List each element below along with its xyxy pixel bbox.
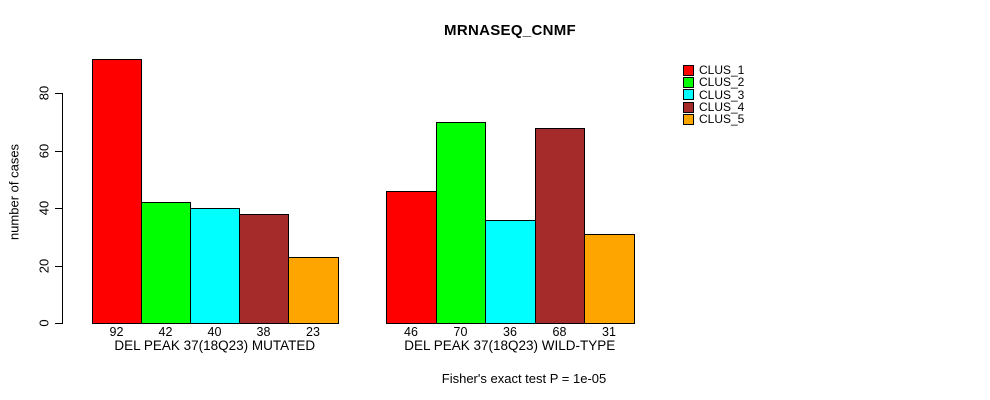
bar-value-label: 23 <box>306 325 320 339</box>
y-axis <box>62 93 63 324</box>
legend-item: CLUS_4 <box>683 101 744 113</box>
bar <box>141 202 191 324</box>
legend-label: CLUS_5 <box>699 112 745 127</box>
bar-value-label: 70 <box>453 325 468 339</box>
bar-value-label: 42 <box>158 325 173 339</box>
bar <box>535 128 585 324</box>
group-label: DEL PEAK 37(18Q23) WILD-TYPE <box>404 338 616 353</box>
legend-label: CLUS_2 <box>699 75 745 90</box>
y-tick <box>55 93 62 94</box>
bar-value-label: 31 <box>602 325 616 339</box>
legend: CLUS_1 CLUS_2 CLUS_3 CLUS_4 CLUS_5 <box>683 64 744 125</box>
legend-label: CLUS_3 <box>699 87 745 102</box>
bar <box>92 59 142 324</box>
bar-value-label: 38 <box>256 325 271 339</box>
legend-swatch <box>683 89 694 101</box>
bar <box>584 234 635 324</box>
bar-value-label: 36 <box>503 325 517 339</box>
bar-value-label: 92 <box>109 325 124 339</box>
y-tick-label: 0 <box>36 319 52 327</box>
group-label: DEL PEAK 37(18Q23) MUTATED <box>114 338 316 353</box>
bar <box>386 191 437 324</box>
legend-label: CLUS_1 <box>699 63 745 78</box>
y-tick <box>55 151 62 152</box>
bar-value-label: 46 <box>404 325 418 339</box>
bar-value-label: 40 <box>207 325 222 339</box>
legend-swatch <box>683 76 694 88</box>
annotation-text: Fisher's exact test P = 1e-05 <box>441 371 607 386</box>
y-tick <box>55 208 62 209</box>
legend-swatch <box>683 64 694 76</box>
legend-item: CLUS_2 <box>683 76 744 88</box>
bar <box>239 214 289 324</box>
y-tick-label: 40 <box>36 200 52 216</box>
legend-item: CLUS_3 <box>683 89 744 101</box>
bar <box>485 220 536 324</box>
legend-item: CLUS_5 <box>683 113 744 125</box>
chart-title: MRNASEQ_CNMF <box>444 22 576 39</box>
y-tick-label: 60 <box>36 143 52 159</box>
legend-label: CLUS_4 <box>699 100 745 115</box>
bar <box>288 257 339 324</box>
y-tick-label: 20 <box>36 258 52 274</box>
bar-value-label: 68 <box>552 325 567 339</box>
legend-item: CLUS_1 <box>683 64 744 76</box>
bar <box>190 208 240 324</box>
y-tick-label: 80 <box>36 85 52 101</box>
y-tick <box>55 323 62 324</box>
legend-swatch <box>683 101 694 113</box>
y-axis-label: number of cases <box>6 143 22 241</box>
y-tick <box>55 266 62 267</box>
bar <box>436 122 486 324</box>
legend-swatch <box>683 113 694 125</box>
